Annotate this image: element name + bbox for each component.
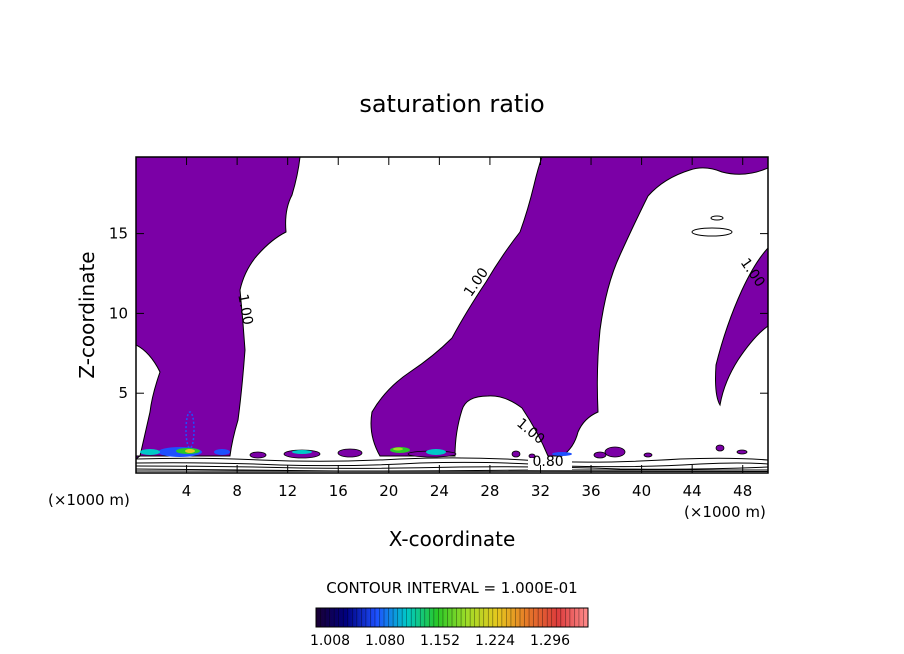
colorbar-tick-labels: 1.008 1.080 1.152 1.224 1.296 [310, 633, 570, 649]
contour-interval-note: CONTOUR INTERVAL = 1.000E-01 [326, 579, 577, 597]
surface-contour-lines [136, 457, 768, 472]
x-axis-label: X-coordinate [389, 527, 516, 551]
x-tick-label: 20 [379, 482, 398, 500]
subsaturated-pocket [710, 215, 724, 221]
colorbar-tick-label: 1.008 [310, 633, 350, 649]
x-tick-label: 48 [733, 482, 752, 500]
colorbar-tick-label: 1.080 [365, 633, 405, 649]
contour-label: 0.80 [532, 454, 563, 470]
supersaturation-region-right [370, 157, 768, 457]
x-tick-label: 32 [531, 482, 550, 500]
y-tick-label: 5 [118, 384, 128, 402]
plot-frame [135, 156, 769, 474]
x-tick-label: 36 [581, 482, 600, 500]
x-tick-label: 44 [683, 482, 702, 500]
subsaturated-pocket [691, 227, 733, 237]
plot-area [136, 157, 768, 472]
x-tick-label: 8 [232, 482, 242, 500]
x-axis-ticks: 4 8 12 16 20 24 28 32 36 40 44 48 [182, 157, 752, 500]
y-tick-label: 15 [109, 225, 128, 243]
x-tick-label: 12 [278, 482, 297, 500]
y-axis-label: Z-coordinate [75, 251, 99, 378]
x-tick-label: 28 [480, 482, 499, 500]
x-tick-label: 24 [430, 482, 449, 500]
colorbar-tick-label: 1.224 [475, 633, 515, 649]
x-axis-unit-right: (×1000 m) [684, 503, 766, 521]
contour-label: 1.00 [234, 293, 255, 326]
colorbar-tick-label: 1.296 [530, 633, 570, 649]
supersaturation-region-far-right [715, 247, 768, 407]
high-saturation-blobs [140, 411, 572, 457]
x-tick-label: 4 [182, 482, 192, 500]
colorbar-tick-label: 1.152 [420, 633, 460, 649]
y-axis-ticks: 5 10 15 [109, 225, 768, 402]
x-axis-unit-left: (×1000 m) [48, 491, 130, 509]
supersaturation-region-left [136, 157, 301, 460]
chart-title: saturation ratio [359, 90, 544, 118]
colorbar-stripes [320, 608, 584, 627]
x-tick-label: 16 [329, 482, 348, 500]
low-level-patches [249, 444, 748, 459]
x-tick-label: 40 [632, 482, 651, 500]
y-tick-label: 10 [109, 304, 128, 322]
